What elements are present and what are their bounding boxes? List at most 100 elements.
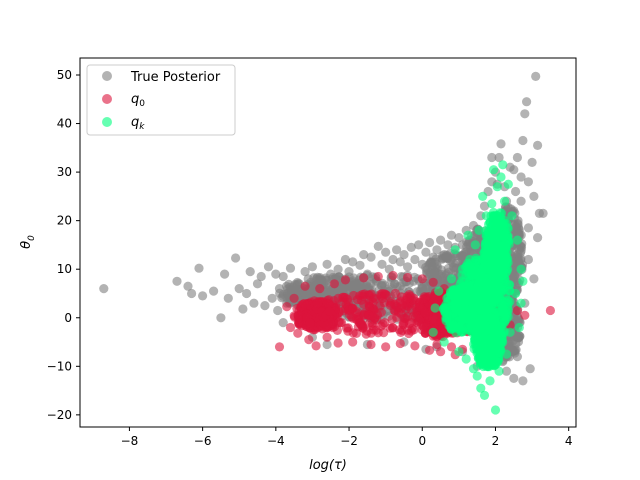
x-tick-label-2: −4	[267, 434, 285, 448]
scatter-point	[285, 263, 296, 273]
scatter-point	[377, 259, 387, 269]
x-axis-label: log(τ)	[309, 458, 347, 473]
scatter-point	[315, 284, 325, 294]
scatter-point	[223, 293, 233, 303]
cloud-point	[390, 288, 400, 298]
scatter-point	[481, 211, 491, 221]
scatter-point	[273, 305, 283, 316]
scatter-point	[501, 349, 512, 359]
scatter-point	[529, 191, 539, 201]
scatter-point	[260, 301, 270, 311]
cloud-point	[463, 311, 473, 321]
scatter-point	[443, 240, 453, 250]
cloud-point	[358, 323, 368, 333]
scatter-point	[311, 341, 321, 351]
scatter-point	[187, 288, 197, 299]
cloud-point	[448, 285, 458, 296]
scatter-point	[388, 254, 398, 265]
points-layer	[99, 71, 556, 415]
scatter-point	[373, 271, 383, 282]
legend-label-q0: q0	[131, 92, 145, 109]
scatter-point	[428, 277, 438, 287]
scatter-point	[304, 335, 314, 345]
cloud-point	[510, 222, 521, 232]
scatter-point	[446, 274, 457, 284]
y-tick-label-3: 10	[57, 262, 72, 276]
cloud-point	[482, 312, 492, 322]
scatter-point	[399, 250, 409, 260]
cloud-point	[424, 260, 434, 270]
scatter-point	[99, 284, 109, 294]
cloud-point	[325, 318, 335, 328]
x-tick-label-4: 0	[418, 434, 426, 448]
scatter-point	[403, 262, 413, 272]
cloud-point	[475, 324, 485, 335]
scatter-point	[322, 332, 332, 342]
cloud-point	[445, 256, 455, 266]
cloud-point	[364, 299, 374, 309]
scatter-point	[487, 199, 497, 209]
scatter-point	[485, 376, 495, 386]
scatter-point	[271, 269, 281, 279]
y-axis: −20 −10 0 10 20 30 40 50	[47, 68, 80, 422]
y-axis-label-sub: 0	[27, 235, 37, 241]
scatter-point	[432, 339, 442, 350]
y-tick-label-6: 40	[57, 117, 72, 131]
scatter-point	[523, 223, 534, 233]
scatter-point	[507, 211, 517, 221]
cloud-point	[447, 316, 457, 327]
scatter-point	[256, 271, 266, 282]
cloud-point	[422, 284, 432, 294]
legend-marker-qk	[102, 117, 112, 127]
series-qk	[428, 160, 528, 415]
scatter-point	[326, 269, 336, 279]
cloud-point	[394, 325, 404, 335]
cloud-point	[293, 313, 303, 324]
cloud-point	[502, 222, 513, 233]
x-axis: −8 −6 −4 −2 0 2 4	[121, 427, 572, 448]
scatter-point	[439, 337, 449, 347]
legend-marker-true-posterior	[102, 71, 112, 81]
cloud-point	[387, 314, 397, 324]
scatter-point	[518, 276, 528, 286]
scatter-point	[340, 254, 350, 265]
scatter-point	[436, 235, 446, 245]
scatter-point	[514, 245, 524, 255]
scatter-point	[252, 279, 263, 289]
scatter-point	[468, 364, 479, 374]
scatter-point	[381, 342, 391, 352]
scatter-point	[516, 298, 526, 308]
scatter-point	[516, 172, 526, 182]
scatter-point	[322, 339, 332, 350]
scatter-point	[403, 272, 413, 283]
scatter-point	[446, 342, 457, 352]
scatter-point	[500, 196, 510, 206]
scatter-point	[395, 257, 405, 267]
scatter-point	[194, 263, 204, 273]
scatter-point	[359, 273, 369, 283]
scatter-point	[487, 152, 497, 163]
cloud-point	[430, 269, 440, 279]
scatter-point	[514, 322, 524, 333]
cloud-point	[511, 339, 521, 349]
scatter-point	[512, 152, 523, 163]
y-tick-label-1: −10	[47, 359, 72, 373]
scatter-point	[523, 177, 534, 187]
scatter-point	[289, 293, 299, 303]
scatter-point	[527, 157, 537, 167]
x-tick-label-5: 2	[492, 434, 500, 448]
cloud-point	[343, 323, 353, 333]
scatter-point	[454, 233, 464, 243]
scatter-point	[489, 165, 499, 175]
scatter-point	[395, 338, 405, 349]
scatter-point	[293, 279, 303, 289]
scatter-point	[472, 371, 482, 381]
scatter-point	[278, 271, 288, 282]
scatter-point	[470, 240, 480, 250]
scatter-point	[533, 233, 543, 243]
cloud-point	[364, 310, 374, 320]
scatter-point	[425, 237, 435, 248]
cloud-point	[484, 279, 494, 289]
cloud-point	[481, 249, 492, 259]
cloud-point	[399, 313, 409, 323]
